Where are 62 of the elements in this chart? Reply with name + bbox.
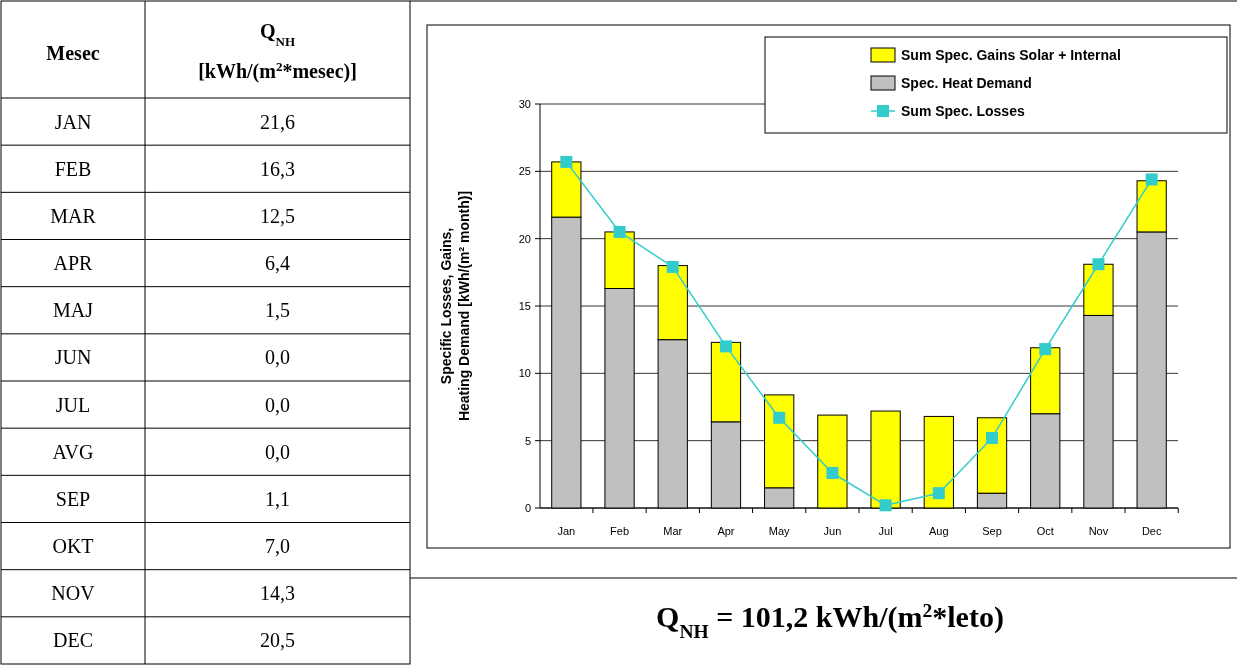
point (932, 487, 945, 500)
x-tick-label: Feb (610, 525, 630, 537)
text: 6,4 (265, 252, 290, 275)
legend-label: Sum Spec. Gains Solar + Internal (901, 47, 1121, 63)
category-label: APR (53, 252, 94, 275)
point (1092, 258, 1105, 271)
text: 0,0 (265, 440, 290, 463)
x-tick-label: Jan (557, 525, 576, 537)
category-label: NOV (51, 582, 96, 605)
x-tick-label: Jun (823, 525, 842, 537)
category-label: JUN (54, 346, 92, 369)
text: 16,3 (260, 157, 295, 180)
category-label: AVG (52, 440, 94, 463)
point (826, 466, 839, 479)
point (1039, 343, 1052, 356)
category-label: OKT (52, 535, 94, 558)
text: 7,0 (265, 535, 290, 558)
y-axis-title: Specific Losses, Gains, Heating Demand [kWh/(m² month)] (438, 190, 472, 422)
y-tick-label: 20 (518, 232, 531, 245)
category-label: DEC (53, 629, 93, 652)
point (613, 225, 626, 238)
text: 0,0 (265, 393, 290, 416)
x-tick-label: Nov (1088, 525, 1109, 537)
category-label: JUL (55, 393, 91, 416)
text: Mesec (46, 42, 100, 64)
y-tick-label: 15 (518, 300, 531, 312)
category-label: FEB (54, 157, 92, 180)
point (1145, 173, 1158, 186)
x-tick-label: Apr (717, 525, 735, 537)
x-tick-label: Mar (663, 525, 683, 537)
legend-label: Spec. Heat Demand (901, 75, 1032, 91)
text: 20,5 (260, 629, 295, 652)
y-tick-label: 30 (518, 98, 531, 110)
y-tick-label: 5 (524, 434, 531, 447)
point (666, 260, 679, 273)
y-tick-label: 10 (518, 367, 531, 380)
x-tick-label: Sep (982, 525, 1002, 537)
text: 1,5 (265, 299, 290, 322)
text: 14,3 (260, 582, 295, 605)
point (986, 431, 999, 444)
text: Q$_{NH}$ = 101,2 kWh/(m$^{2}$*leto) (656, 599, 1004, 642)
text: 0,0 (265, 346, 290, 369)
text: 12,5 (260, 204, 295, 227)
point (773, 411, 786, 424)
category-label: JAN (54, 110, 92, 133)
text: 1,1 (265, 487, 290, 510)
x-tick-label: Oct (1036, 525, 1054, 537)
point (560, 155, 573, 168)
legend-label: Sum Spec. Losses (901, 103, 1025, 119)
point (719, 340, 732, 353)
y-tick-label: 25 (518, 165, 531, 178)
text: Q$_{NH}$ [kWh/(m$^{2}$*mesec)] (198, 20, 357, 83)
x-tick-label: May (768, 525, 791, 537)
x-tick-label: Jul (878, 525, 893, 537)
x-tick-label: Aug (929, 525, 949, 537)
x-tick-label: Dec (1141, 525, 1162, 537)
text: 21,6 (260, 110, 295, 133)
category-label: SEP (55, 487, 91, 510)
y-tick-label: 0 (524, 502, 531, 514)
category-label: MAR (50, 204, 97, 227)
category-label: MAJ (52, 299, 94, 322)
point (879, 499, 892, 512)
